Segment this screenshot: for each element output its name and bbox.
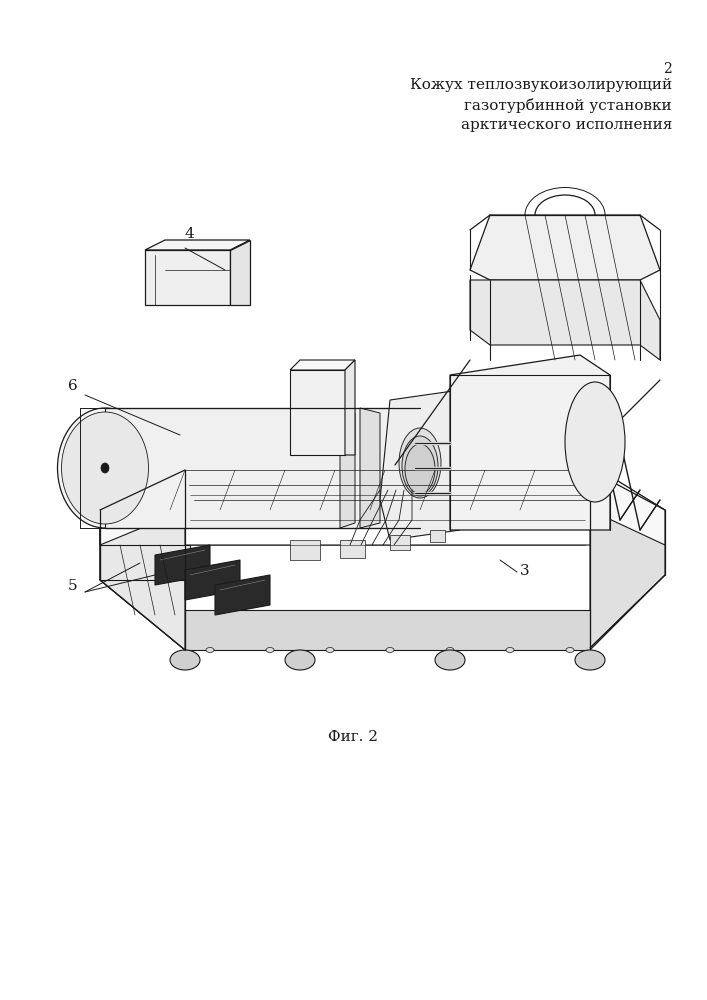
- Polygon shape: [230, 240, 250, 305]
- Ellipse shape: [266, 648, 274, 652]
- Ellipse shape: [57, 408, 153, 528]
- Polygon shape: [360, 408, 380, 528]
- Polygon shape: [290, 360, 355, 370]
- Polygon shape: [155, 545, 210, 585]
- Ellipse shape: [446, 648, 454, 652]
- Ellipse shape: [62, 412, 148, 524]
- Ellipse shape: [285, 650, 315, 670]
- Polygon shape: [100, 470, 665, 545]
- Text: 6: 6: [68, 379, 78, 393]
- Ellipse shape: [326, 648, 334, 652]
- Ellipse shape: [565, 382, 625, 502]
- Ellipse shape: [170, 650, 200, 670]
- Text: 4: 4: [185, 227, 194, 241]
- Polygon shape: [415, 408, 430, 528]
- Polygon shape: [470, 215, 660, 280]
- Ellipse shape: [435, 650, 465, 670]
- Text: арктического исполнения: арктического исполнения: [461, 118, 672, 132]
- Polygon shape: [380, 390, 470, 540]
- Ellipse shape: [506, 648, 514, 652]
- Polygon shape: [430, 530, 445, 542]
- Polygon shape: [100, 510, 185, 650]
- Ellipse shape: [566, 648, 574, 652]
- Ellipse shape: [386, 648, 394, 652]
- Text: Фиг. 2: Фиг. 2: [328, 730, 378, 744]
- Polygon shape: [185, 610, 590, 650]
- Ellipse shape: [206, 648, 214, 652]
- Polygon shape: [450, 355, 610, 530]
- Polygon shape: [470, 280, 660, 360]
- Polygon shape: [390, 535, 410, 550]
- Polygon shape: [340, 540, 365, 558]
- Ellipse shape: [575, 650, 605, 670]
- Ellipse shape: [405, 444, 435, 494]
- Text: 5: 5: [68, 579, 78, 593]
- Text: газотурбинной установки: газотурбинной установки: [464, 98, 672, 113]
- Polygon shape: [145, 240, 250, 250]
- Polygon shape: [590, 510, 665, 648]
- Polygon shape: [105, 408, 420, 528]
- Text: 2: 2: [663, 62, 672, 76]
- Polygon shape: [340, 408, 355, 528]
- Text: Кожух теплозвукоизолирующий: Кожух теплозвукоизолирующий: [410, 78, 672, 92]
- Ellipse shape: [402, 436, 438, 496]
- Polygon shape: [290, 370, 345, 455]
- Polygon shape: [100, 545, 190, 580]
- Ellipse shape: [399, 428, 441, 498]
- Polygon shape: [145, 250, 230, 305]
- Ellipse shape: [101, 463, 109, 473]
- Text: 3: 3: [520, 564, 530, 578]
- Polygon shape: [100, 545, 665, 650]
- Polygon shape: [185, 560, 240, 600]
- Polygon shape: [290, 540, 320, 560]
- Polygon shape: [345, 360, 355, 455]
- Polygon shape: [100, 470, 665, 545]
- Polygon shape: [215, 575, 270, 615]
- Polygon shape: [390, 408, 415, 528]
